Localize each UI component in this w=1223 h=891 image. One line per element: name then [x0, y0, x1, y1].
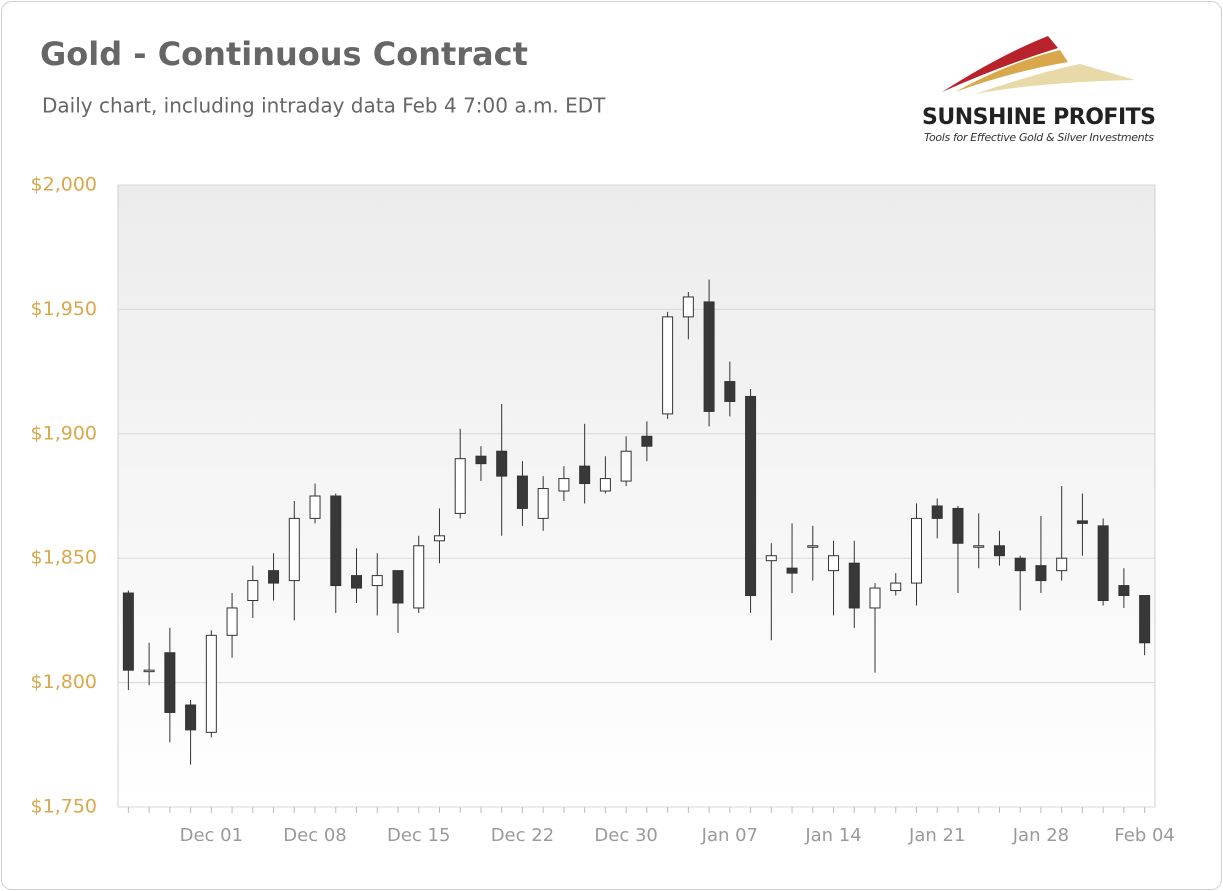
candle-body: [454, 458, 466, 514]
x-tick-label: Dec 15: [387, 825, 450, 846]
candle-body: [703, 301, 715, 412]
chart-title: Gold - Continuous Contract: [40, 35, 528, 73]
candle-body: [745, 395, 757, 597]
candle-body: [579, 465, 591, 485]
candle-body: [662, 316, 674, 415]
candle-body: [952, 507, 964, 544]
candle-body: [1118, 585, 1130, 597]
candle-body: [682, 296, 694, 318]
candle-body: [599, 478, 611, 492]
candle-body: [537, 488, 549, 519]
y-tick-label: $1,900: [31, 422, 97, 444]
candle-body: [1139, 595, 1151, 644]
candle-body: [973, 545, 985, 548]
x-tick-label: Jan 07: [701, 825, 758, 846]
candle-body: [869, 587, 881, 609]
x-tick-label: Jan 14: [804, 825, 861, 846]
x-tick-label: Dec 08: [283, 825, 346, 846]
candle-body: [807, 545, 819, 548]
y-tick-label: $1,750: [31, 796, 97, 818]
candle-body: [516, 475, 528, 509]
candle-body: [143, 669, 155, 673]
candle-body: [413, 545, 425, 609]
candle-body: [828, 555, 840, 572]
candle-body: [765, 555, 777, 562]
candle-body: [351, 575, 363, 589]
y-tick-label: $1,850: [31, 547, 97, 569]
plot-area: [117, 184, 1156, 808]
x-tick-label: Jan 28: [1012, 825, 1069, 846]
logo-swoosh: [942, 36, 1058, 92]
candle-body: [371, 575, 383, 587]
candle-body: [931, 505, 943, 519]
logo-swoosh: [975, 64, 1135, 94]
x-tick-label: Dec 30: [594, 825, 657, 846]
candle-body: [247, 580, 259, 601]
candle-body: [288, 517, 300, 582]
candle-body: [330, 495, 342, 587]
candle-body: [848, 562, 860, 609]
candle-body: [890, 582, 902, 592]
x-tick-label: Dec 01: [180, 825, 243, 846]
candle-body: [558, 478, 570, 492]
candle-body: [392, 570, 404, 604]
x-tick-label: Dec 22: [491, 825, 554, 846]
candle-body: [309, 495, 321, 519]
candle-body: [910, 517, 922, 584]
candle-body: [433, 535, 445, 542]
candle-body: [641, 435, 653, 447]
logo-tagline: Tools for Effective Gold & Silver Invest…: [924, 131, 1154, 144]
candle-body: [1056, 557, 1068, 572]
y-tick-label: $2,000: [31, 174, 97, 196]
candle-body: [185, 704, 197, 731]
candle-body: [268, 570, 280, 584]
x-tick-label: Jan 21: [908, 825, 965, 846]
logo-name: SUNSHINE PROFITS: [922, 105, 1156, 130]
y-tick-label: $1,950: [31, 298, 97, 320]
candle-body: [620, 450, 632, 482]
y-tick-label: $1,800: [31, 671, 97, 693]
candle-body: [1097, 525, 1109, 601]
candle-body: [164, 652, 176, 713]
candle-body: [1014, 557, 1026, 572]
candle-body: [226, 607, 238, 636]
candle-body: [993, 545, 1005, 557]
candle-body: [205, 634, 217, 733]
logo: SUNSHINE PROFITS Tools for Effective Gol…: [922, 36, 1156, 144]
candle-body: [724, 381, 736, 402]
candle-body: [122, 592, 134, 671]
candle-body: [786, 567, 798, 574]
candle-body: [475, 455, 487, 465]
candle-body: [496, 450, 508, 477]
x-tick-label: Feb 04: [1114, 825, 1175, 846]
candle-body: [1035, 565, 1047, 582]
candle-body: [1076, 520, 1088, 524]
logo-swoosh: [955, 50, 1068, 92]
chart-subtitle: Daily chart, including intraday data Feb…: [42, 94, 606, 118]
